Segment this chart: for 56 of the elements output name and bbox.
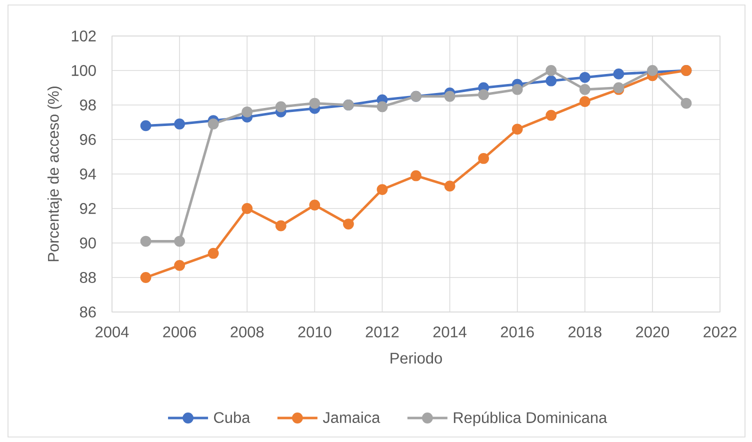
x-tick-label: 2014 <box>433 326 467 338</box>
x-tick-label: 2022 <box>704 326 736 338</box>
point <box>579 96 590 107</box>
point <box>546 75 557 86</box>
point <box>376 184 388 195</box>
point <box>512 124 523 135</box>
point <box>478 153 490 164</box>
legend-label: Jamaica <box>322 412 380 424</box>
x-tick-label: 2016 <box>500 326 534 338</box>
point <box>546 110 557 121</box>
point <box>275 220 286 232</box>
point <box>208 118 219 130</box>
point <box>174 236 186 247</box>
y-tick-label: 92 <box>80 203 96 214</box>
legend-label: República Dominicana <box>454 412 608 426</box>
point <box>174 118 186 130</box>
x-tick-label: 2012 <box>366 326 399 338</box>
x-tick-label: 2006 <box>163 326 196 338</box>
point <box>208 248 219 259</box>
point <box>140 272 152 283</box>
point <box>410 170 422 182</box>
point <box>613 68 624 80</box>
y-tick-label: 96 <box>80 134 96 145</box>
point <box>579 84 590 95</box>
x-axis-title: Periodo <box>390 352 442 364</box>
x-tick-label: 2010 <box>298 326 332 338</box>
point <box>546 65 557 76</box>
point <box>512 84 523 95</box>
y-tick-label: 94 <box>80 168 96 180</box>
point <box>242 203 253 214</box>
x-tick-label: 2020 <box>636 326 670 338</box>
x-tick-label: 2008 <box>230 326 264 338</box>
point <box>444 180 456 192</box>
point <box>174 260 186 271</box>
y-tick-label: 88 <box>80 272 96 283</box>
point <box>309 98 320 109</box>
y-tick-label: 98 <box>80 100 96 110</box>
point <box>478 89 490 100</box>
x-tick-label: 2018 <box>568 326 602 338</box>
legend-label: Cuba <box>214 412 250 424</box>
y-tick-label: 100 <box>72 65 96 76</box>
y-tick-label: 90 <box>80 238 96 248</box>
point <box>140 120 152 132</box>
point <box>275 101 286 112</box>
y-tick-label: 86 <box>80 306 96 318</box>
x-tick-label: 2004 <box>96 326 129 338</box>
point <box>444 90 456 102</box>
point <box>343 218 354 230</box>
y-tick-label: 102 <box>72 30 96 42</box>
y-axis-title: Porcentaje de acceso (%) <box>47 86 62 262</box>
point <box>680 98 692 109</box>
point <box>579 72 590 83</box>
point <box>376 101 388 112</box>
point <box>242 106 253 118</box>
point <box>140 236 152 247</box>
point <box>309 200 320 210</box>
